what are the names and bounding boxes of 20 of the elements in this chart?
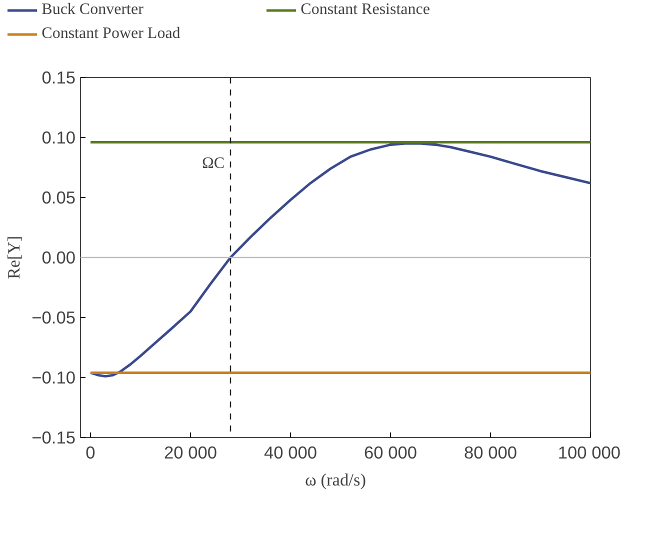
y-tick-label: 0.15: [42, 68, 76, 88]
x-tick-label: 20 000: [164, 442, 217, 462]
x-axis-title: ω (rad/s): [305, 470, 366, 490]
y-tick-label: 0.05: [42, 188, 76, 208]
line-series: [89, 142, 590, 378]
x-tick-label: 60 000: [364, 442, 417, 462]
y-tick-label: −0.10: [32, 368, 76, 388]
ref-line-label: ΩC: [202, 155, 224, 172]
y-tick-label: −0.15: [32, 428, 76, 448]
y-tick-label: 0.10: [42, 128, 76, 148]
y-tick-label: 0.00: [42, 248, 76, 268]
x-tick-label: 80 000: [464, 442, 517, 462]
legend-label: Buck Converter: [42, 1, 144, 19]
x-tick-label: 100 000: [558, 442, 621, 462]
legend-label: Constant Power Load: [42, 25, 182, 43]
legend-label: Constant Resistance: [300, 1, 431, 19]
y-tick-label: −0.05: [32, 308, 76, 328]
x-tick-label: 0: [86, 442, 96, 462]
y-axis-title: Re[Y]: [4, 236, 24, 280]
x-tick-label: 40 000: [264, 442, 317, 462]
